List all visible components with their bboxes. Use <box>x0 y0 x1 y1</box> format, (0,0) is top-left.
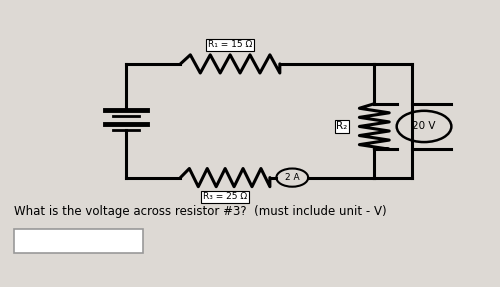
Circle shape <box>396 111 452 142</box>
Text: 20 V: 20 V <box>412 121 436 131</box>
Circle shape <box>276 168 308 187</box>
Text: R₁ = 15 Ω: R₁ = 15 Ω <box>208 40 252 49</box>
Text: R₃ = 25 Ω: R₃ = 25 Ω <box>203 192 247 201</box>
FancyBboxPatch shape <box>14 229 143 253</box>
Text: What is the voltage across resistor #3?  (must include unit - V): What is the voltage across resistor #3? … <box>14 205 386 218</box>
Text: 2 A: 2 A <box>285 173 300 182</box>
Text: R₂: R₂ <box>336 121 347 131</box>
